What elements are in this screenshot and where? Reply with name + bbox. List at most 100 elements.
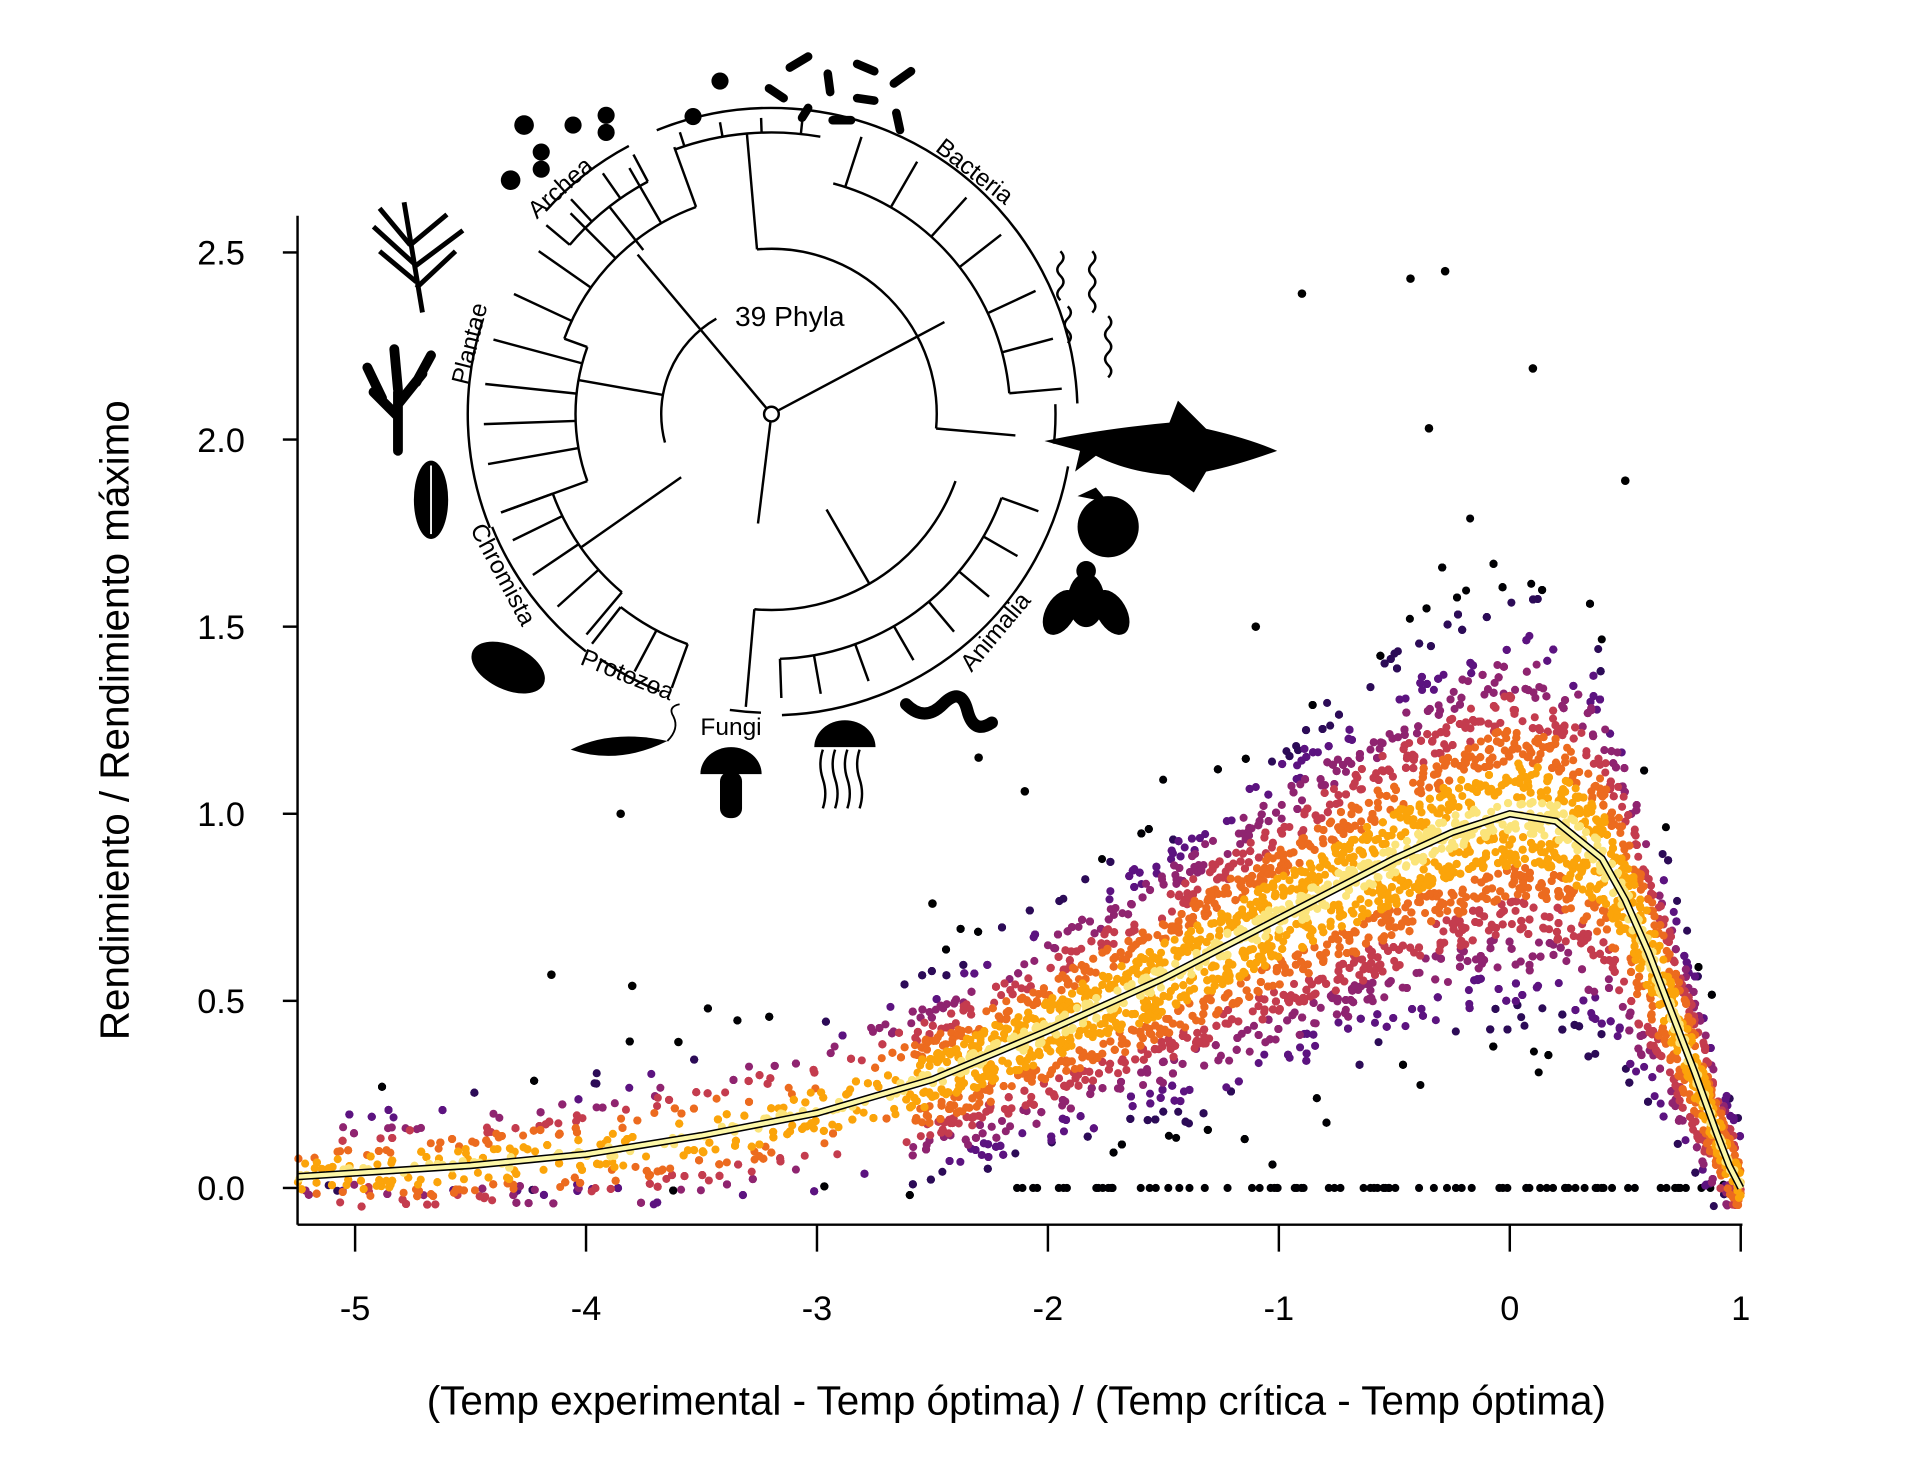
data-point bbox=[1502, 645, 1511, 654]
data-point bbox=[1208, 836, 1218, 845]
data-point bbox=[1113, 1084, 1122, 1093]
data-point bbox=[312, 1189, 321, 1198]
data-point bbox=[1384, 1183, 1393, 1192]
data-point bbox=[1631, 1067, 1641, 1076]
data-point bbox=[1357, 765, 1366, 774]
data-point bbox=[690, 1055, 699, 1064]
data-point bbox=[1136, 1041, 1145, 1050]
data-point bbox=[1054, 952, 1063, 961]
data-point bbox=[1339, 829, 1348, 838]
data-point bbox=[970, 969, 979, 978]
data-point bbox=[1604, 983, 1614, 993]
data-point bbox=[1211, 1041, 1220, 1050]
data-point bbox=[1264, 817, 1273, 826]
data-point bbox=[767, 1148, 776, 1157]
data-point bbox=[1229, 998, 1238, 1007]
data-point bbox=[1256, 977, 1265, 987]
data-point bbox=[912, 1114, 921, 1123]
data-point bbox=[1462, 586, 1471, 595]
data-point bbox=[1331, 986, 1340, 995]
data-point bbox=[1620, 977, 1629, 986]
data-point bbox=[606, 1184, 615, 1193]
data-point bbox=[1489, 1042, 1498, 1051]
data-point bbox=[1302, 1056, 1311, 1065]
data-point bbox=[1569, 681, 1578, 690]
data-point bbox=[1181, 879, 1190, 888]
data-point bbox=[1673, 1139, 1682, 1148]
data-point bbox=[1678, 1116, 1687, 1125]
data-point bbox=[1278, 760, 1287, 769]
data-point bbox=[1376, 651, 1385, 660]
data-point bbox=[729, 1075, 738, 1084]
data-point bbox=[1415, 943, 1424, 952]
data-point bbox=[1317, 814, 1326, 823]
data-point bbox=[1416, 1080, 1425, 1090]
data-point bbox=[1544, 1051, 1553, 1060]
data-point bbox=[744, 1077, 753, 1086]
data-point bbox=[1650, 1092, 1659, 1101]
data-point bbox=[366, 1191, 375, 1200]
data-point bbox=[1081, 875, 1090, 884]
data-point bbox=[1584, 1052, 1593, 1061]
data-point bbox=[1159, 1057, 1168, 1066]
data-point bbox=[1485, 761, 1494, 771]
data-point bbox=[489, 1180, 498, 1189]
data-point bbox=[1493, 963, 1502, 972]
data-point bbox=[554, 1119, 563, 1128]
data-point bbox=[1338, 959, 1347, 968]
data-point bbox=[1294, 746, 1303, 755]
data-point bbox=[1551, 721, 1560, 730]
data-point bbox=[1029, 933, 1038, 942]
data-point bbox=[633, 1116, 642, 1125]
data-point bbox=[1316, 775, 1325, 784]
data-point bbox=[918, 1005, 927, 1014]
data-point bbox=[871, 1063, 880, 1072]
data-point bbox=[1451, 1027, 1460, 1036]
data-point bbox=[1648, 1002, 1657, 1011]
data-point bbox=[1642, 840, 1651, 849]
data-point bbox=[1692, 1143, 1701, 1152]
data-point bbox=[1597, 1019, 1606, 1028]
data-point bbox=[1105, 895, 1114, 904]
data-point bbox=[1406, 943, 1415, 952]
data-point bbox=[1606, 1017, 1615, 1026]
data-point bbox=[1246, 838, 1255, 847]
data-point bbox=[1328, 760, 1337, 769]
data-point bbox=[1121, 1048, 1130, 1057]
data-point bbox=[1293, 804, 1302, 814]
data-point bbox=[1301, 726, 1311, 735]
data-point bbox=[1130, 926, 1139, 935]
data-point bbox=[927, 967, 936, 976]
data-point bbox=[1263, 982, 1272, 991]
data-point bbox=[1442, 1183, 1452, 1192]
data-point bbox=[1357, 785, 1367, 794]
data-point bbox=[1070, 1064, 1079, 1073]
data-point bbox=[1506, 694, 1515, 703]
data-point bbox=[722, 1180, 732, 1189]
data-point bbox=[647, 1069, 656, 1078]
data-point bbox=[1199, 1109, 1208, 1118]
data-point bbox=[1598, 792, 1607, 801]
data-point bbox=[1578, 965, 1587, 974]
data-point bbox=[494, 1133, 503, 1142]
data-point bbox=[374, 1146, 383, 1156]
data-point bbox=[1059, 1127, 1068, 1136]
data-point bbox=[1302, 1049, 1311, 1058]
data-point bbox=[791, 1165, 800, 1174]
data-point bbox=[1511, 979, 1520, 988]
data-point bbox=[1476, 737, 1485, 746]
data-point bbox=[1100, 930, 1109, 939]
data-point bbox=[1037, 1108, 1046, 1117]
data-point bbox=[1106, 857, 1115, 866]
data-point bbox=[1000, 1104, 1009, 1114]
data-point bbox=[1391, 785, 1400, 795]
data-point bbox=[1575, 1022, 1584, 1031]
data-point bbox=[956, 1157, 965, 1166]
data-point bbox=[1523, 753, 1532, 762]
data-point bbox=[1245, 1047, 1254, 1056]
data-point bbox=[838, 1031, 847, 1040]
data-point bbox=[1094, 1069, 1104, 1078]
data-point bbox=[1616, 828, 1625, 838]
data-point bbox=[530, 1185, 539, 1194]
data-point bbox=[1412, 969, 1421, 978]
